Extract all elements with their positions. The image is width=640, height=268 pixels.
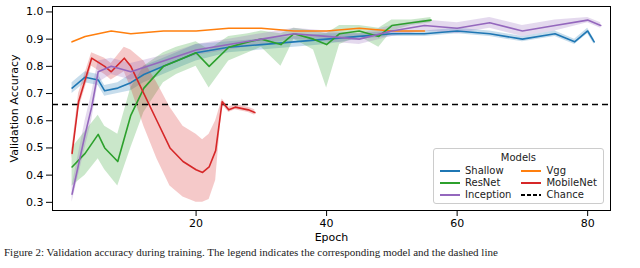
- svg-text:80: 80: [581, 217, 595, 230]
- svg-text:0.8: 0.8: [26, 60, 44, 73]
- svg-text:1.0: 1.0: [26, 5, 44, 18]
- html-text:ResNet: ResNet: [465, 177, 501, 188]
- svg-text:0.7: 0.7: [26, 87, 44, 100]
- svg-text:20: 20: [189, 217, 203, 230]
- html-text:Inception: Inception: [465, 189, 512, 200]
- svg-text:0.3: 0.3: [26, 196, 44, 209]
- svg-text:Validation Accuracy: Validation Accuracy: [8, 54, 21, 163]
- html-text:Figure 2: Validation accuracy: Figure 2: Validation accuracy during tra…: [4, 246, 498, 258]
- svg-text:Epoch: Epoch: [315, 231, 349, 244]
- svg-text:40: 40: [320, 217, 334, 230]
- svg-text:60: 60: [450, 217, 464, 230]
- html-text:Vgg: Vgg: [546, 165, 566, 176]
- svg-text:0.6: 0.6: [26, 114, 44, 127]
- html-text:Models: Models: [500, 152, 536, 163]
- svg-text:0.4: 0.4: [26, 169, 44, 182]
- html-text:MobileNet: MobileNet: [546, 177, 597, 188]
- html-text:Shallow: Shallow: [465, 165, 504, 176]
- svg-text:0.5: 0.5: [26, 141, 44, 154]
- svg-text:0.9: 0.9: [26, 33, 44, 46]
- html-text:Chance: Chance: [546, 189, 584, 200]
